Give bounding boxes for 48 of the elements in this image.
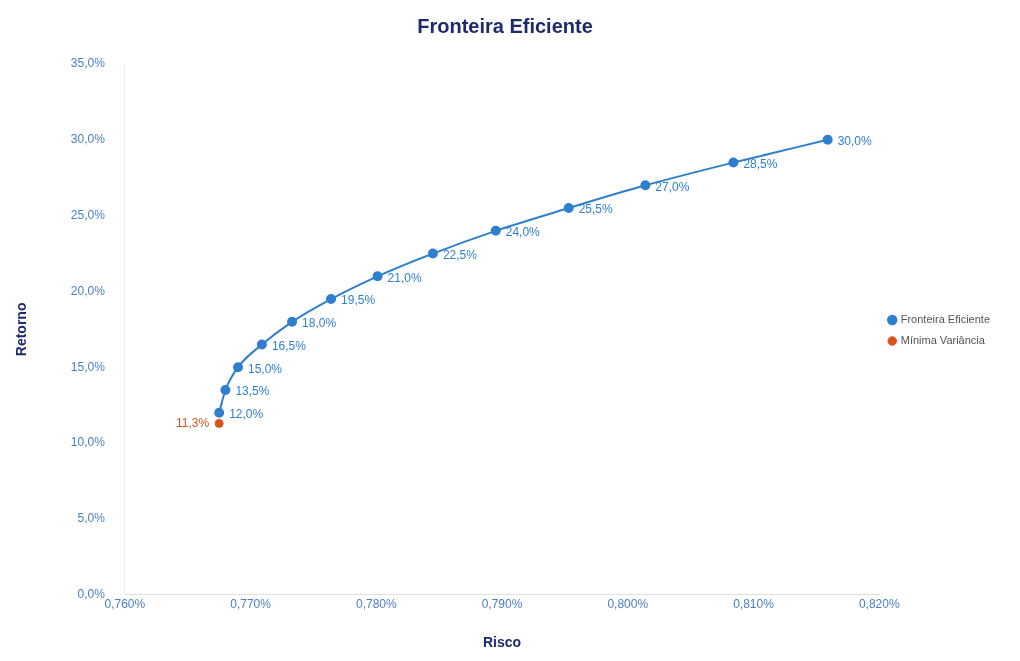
point xyxy=(728,157,739,168)
data-label: 21,0% xyxy=(387,270,422,285)
data-label: 18,0% xyxy=(302,316,337,331)
point xyxy=(490,225,501,236)
point xyxy=(214,407,225,418)
data-label: 11,3% xyxy=(175,415,210,430)
data-label: 12,0% xyxy=(229,407,264,422)
x-tick-label: 0,810% xyxy=(733,597,775,612)
data-label: 22,5% xyxy=(442,247,478,262)
data-label: 28,5% xyxy=(743,156,778,171)
data-label: 13,5% xyxy=(235,384,270,399)
point xyxy=(372,271,383,282)
point xyxy=(427,248,438,259)
data-label: 16,5% xyxy=(271,338,307,353)
y-tick-label: 35,0% xyxy=(70,56,106,71)
chart-title: Fronteira Eficiente xyxy=(417,14,593,37)
x-tick-label: 0,790% xyxy=(481,597,523,612)
y-tick-label: 10,0% xyxy=(70,435,106,450)
point xyxy=(220,385,231,396)
x-tick-label: 0,770% xyxy=(230,597,272,612)
y-tick-label: 20,0% xyxy=(70,283,106,298)
legend-label: Fronteira Eficiente xyxy=(900,313,990,326)
y-axis-title: Retorno xyxy=(13,302,30,357)
y-tick-label: 30,0% xyxy=(70,132,106,147)
x-tick-label: 0,760% xyxy=(104,597,146,612)
x-tick-label: 0,820% xyxy=(858,597,900,612)
data-label: 15,0% xyxy=(247,361,283,376)
data-label: 19,5% xyxy=(341,293,376,308)
x-axis-title: Risco xyxy=(482,634,522,651)
data-label: 24,0% xyxy=(505,225,541,240)
y-tick-label: 0,0% xyxy=(77,587,106,602)
point xyxy=(822,134,833,145)
point xyxy=(256,339,267,350)
y-tick-label: 25,0% xyxy=(70,207,106,222)
point xyxy=(232,362,243,373)
point xyxy=(214,418,224,428)
x-tick-label: 0,780% xyxy=(355,597,397,612)
data-label: 25,5% xyxy=(578,202,614,217)
legend-label: Mínima Variância xyxy=(900,334,986,347)
y-tick-label: 5,0% xyxy=(77,511,106,526)
x-tick-label: 0,800% xyxy=(607,597,649,612)
point xyxy=(326,294,337,305)
point xyxy=(563,203,574,214)
point xyxy=(287,316,298,327)
y-tick-label: 15,0% xyxy=(70,359,106,374)
data-label: 27,0% xyxy=(655,179,690,194)
data-label: 30,0% xyxy=(837,134,873,149)
point xyxy=(640,180,651,191)
